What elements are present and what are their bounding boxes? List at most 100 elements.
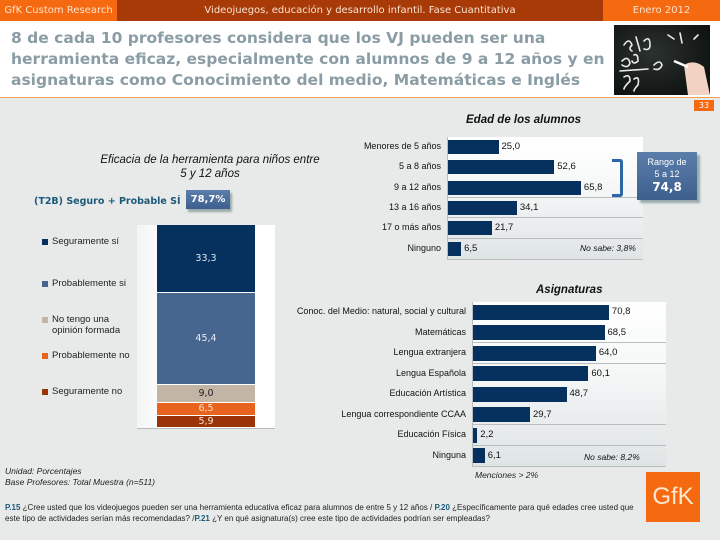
legend-label: Probablemente no: [52, 350, 130, 361]
legend-item: Probablemente si: [42, 278, 126, 289]
bar: [473, 386, 567, 402]
age-no-sabe: No sabe: 3,8%: [580, 243, 636, 253]
category-label: Ninguna: [432, 449, 466, 460]
stack-segment-label: 6,5: [198, 403, 214, 415]
bar: [448, 140, 499, 155]
bar: [448, 241, 462, 256]
plot-area: [447, 137, 643, 259]
efficacy-stacked-bar: 33,3 45,4 9,0 6,5 5,9: [157, 225, 255, 428]
category-label: Educación Física: [397, 429, 466, 440]
legend-swatch: [42, 389, 48, 395]
bar: [448, 160, 555, 175]
bar-value-label: 52,6: [557, 161, 576, 173]
category-label: Lengua Española: [395, 367, 466, 378]
chalkboard-illustration: [619, 32, 710, 95]
row-divider: [472, 444, 666, 446]
question-id-p15: P.15: [5, 503, 21, 512]
header-study-title: Videojuegos, educación y desarrollo infa…: [117, 0, 603, 21]
notes: Unidad: Porcentajes Base Profesores: Tot…: [5, 466, 155, 488]
bar-value-label: 48,7: [569, 388, 589, 400]
t2b-label: (T2B) Seguro + Probable SÍ: [34, 196, 181, 207]
bar: [473, 448, 485, 464]
category-label: Menores de 5 años: [363, 141, 441, 152]
legend-item: Probablemente no: [42, 350, 130, 361]
stack-segment: 45,4: [157, 292, 255, 385]
stack-segment: 9,0: [157, 384, 255, 403]
stack-segment-label: 5,9: [198, 416, 214, 428]
legend-label: No tengo una opinión formada: [52, 314, 121, 336]
legend-swatch: [42, 281, 48, 287]
bar: [473, 325, 605, 341]
bar: [448, 180, 581, 195]
stack-segment-label: 9,0: [198, 387, 214, 399]
stack-segment: 33,3: [157, 225, 255, 293]
bar: [448, 201, 517, 216]
legend-item: No tengo una opinión formada: [42, 314, 142, 336]
row-divider: [447, 217, 643, 219]
bottom-axis-line: [447, 258, 643, 260]
bar-value-label: 25,0: [501, 141, 521, 153]
slide-title: 8 de cada 10 profesores considera que lo…: [11, 29, 605, 89]
bar-value-label: 6,1: [487, 449, 501, 461]
category-label: Ninguno: [407, 242, 441, 253]
bar-value-label: 68,5: [607, 326, 627, 338]
header-company: GfK Custom Research: [0, 0, 117, 21]
category-label: Educación Artística: [389, 388, 466, 399]
row-divider: [472, 362, 666, 364]
bar: [473, 304, 609, 320]
bottom-axis-line: [472, 466, 666, 467]
question-p15: ¿Cree usted que los videojuegos pueden s…: [20, 503, 435, 512]
bar-value-label: 21,7: [494, 222, 514, 234]
bar-value-label: 29,7: [533, 408, 552, 420]
legend-item: Seguramente sí: [42, 236, 119, 247]
bar: [473, 407, 531, 423]
row-divider: [472, 342, 666, 343]
legend-swatch: [42, 317, 48, 323]
category-label: 9 a 12 años: [393, 181, 441, 192]
base-note: Base Profesores: Total Muestra (n=511): [5, 477, 156, 487]
bar: [473, 427, 478, 443]
row-divider: [447, 237, 643, 239]
t2b-badge: 78,7%: [186, 190, 230, 209]
row-divider: [472, 424, 666, 425]
gfk-logo: GfK: [646, 472, 700, 522]
subjects-chart-title: Asignaturas: [536, 284, 603, 296]
bar: [473, 345, 596, 361]
bar: [448, 221, 492, 236]
page-number: 33: [694, 100, 714, 111]
question-p20: ¿Específicamente para qué edades cree us…: [5, 503, 634, 523]
header-date: Enero 2012: [603, 0, 720, 21]
title-area: 8 de cada 10 profesores considera que lo…: [0, 21, 720, 98]
category-label: Conoc. del Medio: natural, social y cult…: [296, 306, 466, 317]
range-callout-line1: Rango de: [647, 157, 687, 167]
stack-segment-label: 45,4: [195, 332, 217, 344]
category-label: 5 a 8 años: [398, 161, 441, 172]
category-label: Matemáticas: [414, 326, 466, 337]
bar-value-label: 60,1: [591, 367, 610, 379]
legend-label: Seguramente no: [52, 386, 123, 397]
question-footnote: P.15 ¿Cree usted que los videojuegos pue…: [5, 502, 645, 524]
efficacy-chart-title: Eficacia de la herramienta para niños en…: [100, 154, 320, 180]
question-id-p21: P.21: [194, 514, 210, 523]
legend-label: Probablemente si: [52, 278, 126, 289]
legend-swatch: [42, 353, 48, 359]
unit-note: Unidad: Porcentajes: [5, 466, 82, 476]
chalkboard-image: [614, 25, 710, 95]
bar-value-label: 64,0: [598, 347, 618, 359]
range-bracket: [612, 159, 623, 197]
category-label: 13 a 16 años: [388, 202, 441, 213]
legend-swatch: [42, 239, 48, 245]
mentions-note: Menciones > 2%: [475, 470, 539, 480]
category-label: Lengua extranjera: [393, 347, 466, 358]
category-label: 17 o más años: [381, 222, 441, 233]
category-label: Lengua correspondiente CCAA: [341, 408, 466, 419]
stack-segment-label: 33,3: [195, 252, 217, 264]
bar-value-label: 34,1: [519, 202, 539, 214]
header-bar: GfK Custom Research Videojuegos, educaci…: [0, 0, 720, 21]
stack-segment: 5,9: [157, 416, 255, 428]
range-callout: Rango de 5 a 12 74,8: [637, 152, 697, 200]
question-p21: ¿Y en qué asignatura(s) cree este tipo d…: [209, 514, 490, 523]
bar-value-label: 2,2: [480, 429, 494, 441]
bar-value-label: 70,8: [611, 306, 631, 318]
range-callout-value: 74,8: [652, 180, 682, 194]
